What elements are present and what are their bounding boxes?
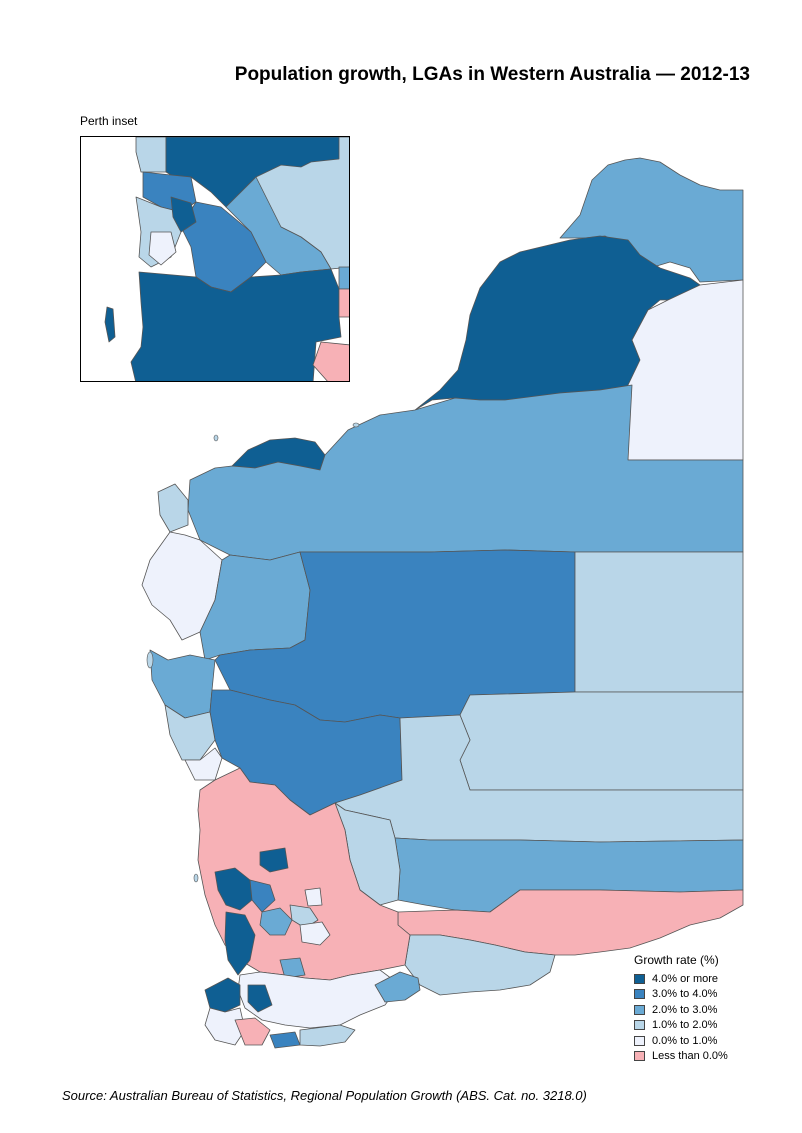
region-albany <box>299 1024 356 1047</box>
region-denmark <box>269 1031 301 1049</box>
perth-inset <box>80 136 350 382</box>
region-perth-north <box>214 867 253 911</box>
island-b <box>213 434 219 442</box>
legend-swatch <box>634 989 645 1000</box>
region-pale-a <box>299 921 331 946</box>
map-legend: Growth rate (%) 4.0% or more 3.0% to 4.0… <box>634 953 728 1064</box>
legend-item: 4.0% or more <box>634 971 728 987</box>
map-title: Population growth, LGAs in Western Austr… <box>234 64 750 85</box>
island-c <box>352 422 360 428</box>
region-perth-east <box>259 907 293 936</box>
region-coast-b <box>184 747 223 781</box>
region-esperance-coast <box>404 934 556 996</box>
region-south-west-a <box>237 969 401 1029</box>
inset-east-pink <box>338 288 349 318</box>
inset-inner-dark <box>170 196 197 233</box>
legend-label: 0.0% to 1.0% <box>652 1034 718 1047</box>
legend-label: 3.0% to 4.0% <box>652 988 718 1001</box>
legend-swatch <box>634 1051 645 1062</box>
region-perth-south <box>224 911 256 976</box>
island-a <box>146 651 154 669</box>
region-margaret <box>204 1007 246 1046</box>
region-east-central <box>459 691 744 791</box>
region-mid-west-coast <box>149 649 216 719</box>
region-gascoyne-north <box>157 483 189 533</box>
inset-inner-pale <box>148 231 177 266</box>
region-south-west-dark <box>204 977 241 1013</box>
region-inland-dark <box>259 847 289 873</box>
legend-swatch <box>634 1020 645 1031</box>
source-note: Source: Australian Bureau of Statistics,… <box>62 1088 587 1103</box>
region-perth-inner <box>249 879 276 913</box>
legend-label: 4.0% or more <box>652 972 719 985</box>
region-east-kimberley <box>627 279 744 461</box>
legend-item: 2.0% to 3.0% <box>634 1002 728 1018</box>
legend-title: Growth rate (%) <box>634 953 719 967</box>
legend-label: 2.0% to 3.0% <box>652 1003 718 1016</box>
legend-item: 1.0% to 2.0% <box>634 1018 728 1034</box>
inset-north-top <box>135 137 167 173</box>
inset-island <box>104 306 116 343</box>
region-pale-b <box>304 887 323 907</box>
inset-east-strip <box>338 266 349 290</box>
legend-label: 1.0% to 2.0% <box>652 1019 718 1032</box>
legend-swatch <box>634 973 645 984</box>
inset-label: Perth inset <box>80 114 138 128</box>
region-east <box>574 551 744 693</box>
region-ravensthorpe <box>374 971 421 1003</box>
perth-inset-map <box>104 137 349 381</box>
legend-label: Less than 0.0% <box>652 1050 728 1063</box>
region-coast-a <box>164 704 216 761</box>
island-d <box>193 873 199 883</box>
legend-item: 0.0% to 1.0% <box>634 1033 728 1049</box>
inset-se-pink <box>312 341 349 381</box>
region-augusta <box>234 1017 271 1046</box>
legend-item: Less than 0.0% <box>634 1049 728 1065</box>
legend-item: 3.0% to 4.0% <box>634 987 728 1003</box>
legend-swatch <box>634 1035 645 1046</box>
region-bunbury <box>247 984 273 1013</box>
legend-swatch <box>634 1004 645 1015</box>
region-sw-midlands <box>279 957 306 979</box>
